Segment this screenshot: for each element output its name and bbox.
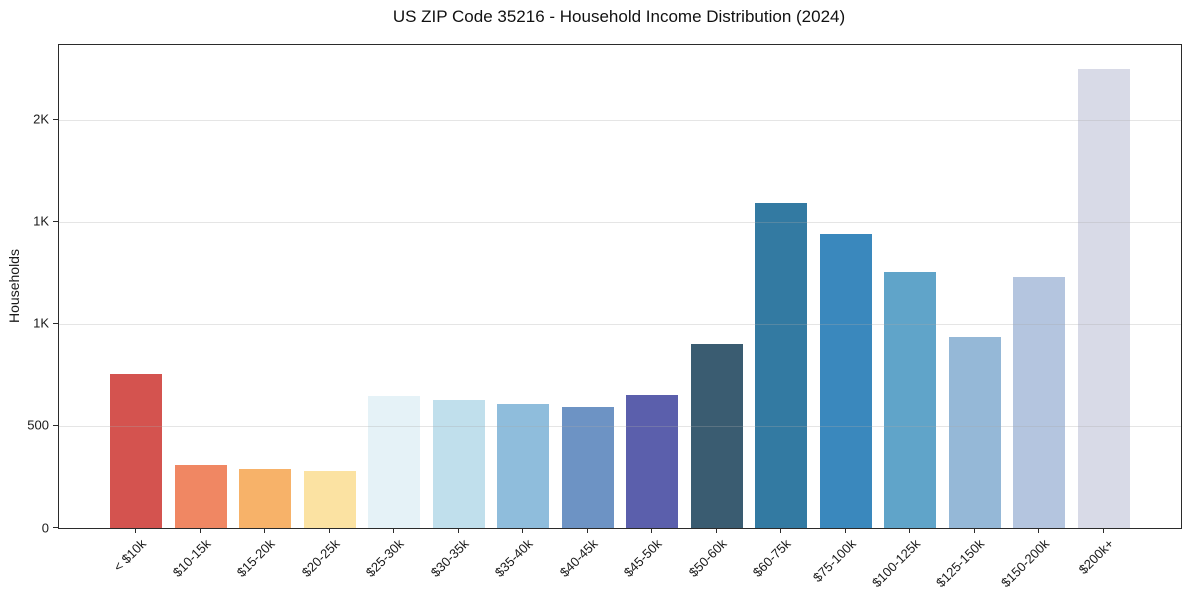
bar xyxy=(819,233,872,528)
x-tick-mark xyxy=(328,528,330,533)
gridline xyxy=(59,221,1181,223)
x-tick-mark xyxy=(522,528,524,533)
bar xyxy=(239,469,292,528)
bar xyxy=(690,343,743,528)
bar xyxy=(884,271,937,528)
y-tick-label: 1K xyxy=(33,315,49,331)
bar xyxy=(368,396,421,528)
plot-area xyxy=(58,44,1182,529)
gridline xyxy=(59,323,1181,325)
x-tick-mark xyxy=(651,528,653,533)
bar xyxy=(755,203,808,528)
x-tick-mark xyxy=(1038,528,1040,533)
y-tick-label: 500 xyxy=(27,417,49,433)
y-tick-label: 0 xyxy=(41,520,49,535)
bar xyxy=(497,404,550,528)
bar xyxy=(110,373,163,528)
x-tick-mark xyxy=(264,528,266,533)
y-tick-label: 2K xyxy=(33,111,49,127)
bar xyxy=(303,470,356,528)
y-tick-mark xyxy=(53,220,58,222)
x-tick-mark xyxy=(393,528,395,533)
y-tick-mark xyxy=(53,118,58,120)
y-tick-mark xyxy=(53,527,58,528)
x-tick-mark xyxy=(909,528,911,533)
x-tick-mark xyxy=(586,528,588,533)
x-tick-mark xyxy=(457,528,459,533)
x-tick-mark xyxy=(199,528,201,533)
gridline xyxy=(59,425,1181,427)
x-tick-mark xyxy=(135,528,137,533)
x-tick-mark xyxy=(973,528,975,533)
x-tick-mark xyxy=(780,528,782,533)
bar xyxy=(1077,68,1130,528)
gridline xyxy=(59,119,1181,121)
bar xyxy=(1013,276,1066,528)
y-axis-label: Households xyxy=(6,249,22,323)
x-tick-mark xyxy=(844,528,846,533)
bar xyxy=(432,399,485,528)
bar xyxy=(561,407,614,528)
bar xyxy=(626,395,679,528)
bar xyxy=(174,464,227,528)
y-tick-mark xyxy=(53,322,58,324)
y-tick-mark xyxy=(53,424,58,426)
bar xyxy=(948,336,1001,528)
x-tick-mark xyxy=(1102,528,1104,533)
x-tick-mark xyxy=(715,528,717,533)
y-tick-label: 1K xyxy=(33,213,49,229)
chart-title: US ZIP Code 35216 - Household Income Dis… xyxy=(392,7,846,26)
